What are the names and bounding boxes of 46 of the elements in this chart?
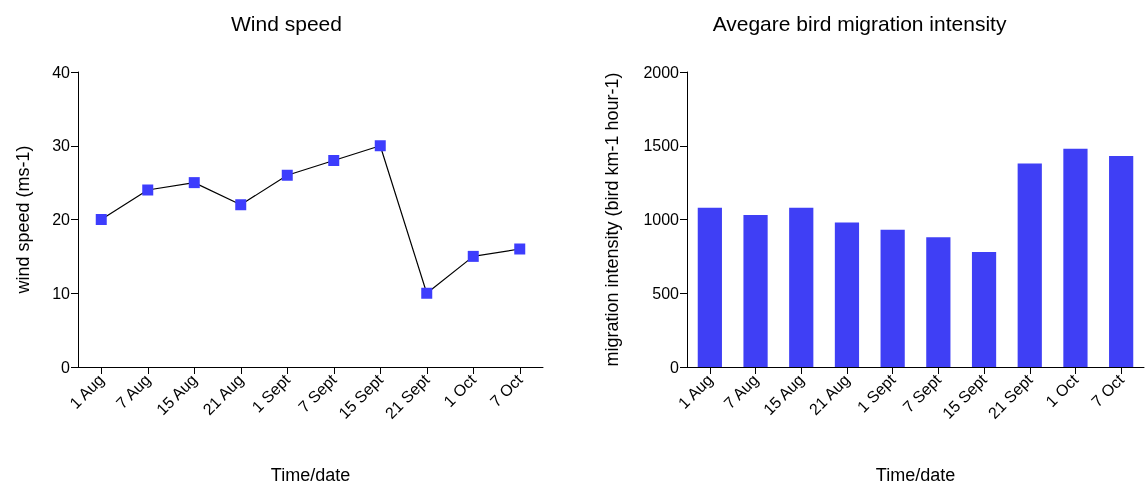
- x-tick-label: 7 Aug: [720, 370, 762, 412]
- bar: [789, 207, 814, 367]
- x-tick-label: 7 Oct: [486, 370, 527, 411]
- bar: [1063, 148, 1088, 367]
- y-tick-label: 1500: [643, 137, 680, 155]
- x-tick-label: 1 Oct: [1042, 370, 1082, 411]
- point: [374, 140, 386, 152]
- y-tick-label: 40: [52, 63, 71, 81]
- bar: [1017, 163, 1042, 367]
- point: [328, 155, 340, 166]
- x-tick-label: 21 Aug: [199, 370, 247, 419]
- point: [142, 184, 154, 196]
- x-tick-label: 21 Aug: [805, 370, 853, 419]
- chart-title: Wind speed: [231, 12, 342, 35]
- y-axis-title: migration intensity (bird km-1 hour-1): [602, 72, 622, 367]
- y-tick-label: 500: [652, 284, 680, 302]
- x-tick-label: 15 Aug: [153, 370, 201, 419]
- point: [514, 243, 526, 255]
- point: [235, 199, 247, 211]
- bar: [743, 215, 768, 367]
- x-tick-label: 7 Aug: [112, 370, 154, 412]
- y-tick-label: 10: [52, 284, 71, 302]
- x-axis-title: Time/date: [875, 465, 956, 485]
- point: [188, 177, 200, 189]
- y-tick-label: 2000: [643, 63, 680, 81]
- point: [281, 169, 293, 181]
- x-tick-label: 7 Oct: [1088, 370, 1128, 411]
- bar: [1109, 156, 1134, 367]
- y-tick-label: 20: [52, 211, 71, 228]
- y-tick-label: 30: [52, 137, 71, 155]
- point: [421, 287, 433, 299]
- bar: [926, 237, 951, 367]
- y-tick-label: 0: [61, 358, 71, 376]
- bar: [971, 251, 997, 367]
- bar: [697, 207, 722, 367]
- y-tick-label: 1000: [643, 211, 680, 228]
- bar: [834, 222, 860, 367]
- x-axis-title: Time/date: [270, 465, 351, 485]
- y-tick-label: 0: [670, 358, 680, 376]
- point: [467, 250, 479, 262]
- point: [95, 214, 107, 225]
- chart-title: Avegare bird migration intensity: [712, 12, 1007, 35]
- bar: [880, 229, 905, 367]
- x-tick-label: 15 Aug: [760, 370, 808, 419]
- y-axis-title: wind speed (ms-1): [13, 145, 33, 295]
- x-tick-label: 1 Oct: [440, 370, 480, 411]
